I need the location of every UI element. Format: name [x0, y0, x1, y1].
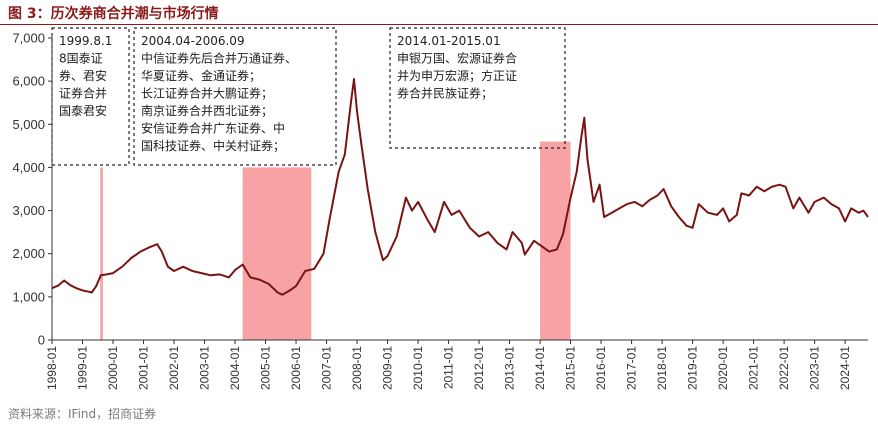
y-tick-label: 0	[38, 333, 45, 348]
title-rule	[0, 24, 878, 25]
y-tick-label: 1,000	[12, 289, 45, 304]
shaded-period-1	[100, 167, 103, 340]
series-line-1	[51, 78, 869, 296]
x-tick-label: 2014-01	[533, 346, 547, 390]
annotation-line: 券、君安	[59, 68, 107, 83]
annotation-line: 8国泰证	[59, 52, 103, 66]
x-tick-label: 2011-01	[442, 346, 456, 389]
x-tick-label: 2008-01	[350, 346, 364, 390]
x-tick-label: 2004-01	[228, 346, 242, 390]
annotation-line: 券合并民族证券；	[397, 86, 493, 101]
x-tick-label: 2000-01	[106, 346, 120, 390]
x-tick-label: 2016-01	[594, 346, 608, 390]
shaded-period-3	[540, 141, 571, 340]
shaded-periods	[100, 141, 571, 340]
x-tick-label: 2013-01	[503, 346, 517, 390]
annotation-line: 证券合并	[59, 86, 107, 101]
x-tick-label: 2005-01	[259, 346, 273, 390]
annotation-line: 国科技证券、中关村证券；	[141, 138, 285, 153]
x-tick-label: 2007-01	[320, 346, 334, 390]
x-tick-label: 2002-01	[167, 346, 181, 390]
source-note: 资料来源：IFind，招商证券	[8, 407, 157, 421]
y-tick-label: 2,000	[12, 246, 45, 261]
x-tick-label: 2001-01	[137, 346, 151, 390]
x-tick-label: 2006-01	[289, 346, 303, 390]
x-tick-label: 2010-01	[411, 346, 425, 390]
axes: 0 1,000 2,000 3,000 4,000 5,000 6,000 7,000 1998…	[12, 31, 868, 390]
annotation-line: 南京证券合并西北证券；	[141, 103, 273, 118]
y-tick-label: 6,000	[12, 74, 45, 89]
annotation-merger-wave-2004: 2004.04-2006.09 中信证券先后合并万通证券、华夏证券、金通证券； 长江…	[133, 27, 337, 166]
x-tick-label: 2009-01	[381, 346, 395, 390]
annotation-line: 安信证券合并广东证券、中	[141, 121, 285, 136]
x-tick-label: 2021-01	[747, 346, 761, 390]
x-tick-label: 2022-01	[777, 346, 791, 390]
annotation-line: 中信证券先后合并万通证券、	[141, 51, 297, 66]
x-tick-label: 2015-01	[564, 346, 578, 390]
x-tick-label: 1999-01	[76, 346, 90, 390]
y-tick-label: 7,000	[12, 31, 45, 46]
annotation-line: 华夏证券、金通证券；	[141, 68, 261, 83]
x-tick-label: 2003-01	[198, 346, 212, 390]
x-tick-label: 2020-01	[716, 346, 730, 390]
annotation-box	[389, 27, 566, 149]
shaded-period-2	[242, 167, 312, 340]
annotation-box	[133, 27, 337, 166]
y-tick-label: 3,000	[12, 203, 45, 218]
annotation-line: 2014.01-2015.01	[397, 34, 501, 48]
annotation-line: 国泰君安	[59, 103, 107, 118]
annotation-line: 1999.8.1	[59, 34, 112, 48]
y-tick-label: 4,000	[12, 160, 45, 175]
x-tick-label: 1998-01	[45, 346, 59, 390]
annotation-line: 2004.04-2006.09	[141, 34, 245, 48]
x-tick-label: 2024-01	[838, 346, 852, 390]
figure-title: 图 3：历次券商合并潮与市场行情	[8, 6, 219, 22]
annotation-line: 申银万国、宏源证券合	[397, 51, 517, 66]
annotation-box	[51, 27, 130, 166]
series-line-group	[51, 78, 869, 296]
annotation-line: 并为申万宏源；方正证	[397, 68, 517, 83]
annotation-merger-wave-2014: 2014.01-2015.01 申银万国、宏源证券合并为申万宏源；方正证券合并民族…	[389, 27, 566, 149]
x-tick-label: 2017-01	[625, 346, 639, 390]
x-tick-label: 2018-01	[655, 346, 669, 390]
y-tick-label: 5,000	[12, 117, 45, 132]
x-tick-label: 2019-01	[686, 346, 700, 390]
x-tick-label: 2012-01	[472, 346, 486, 390]
annotation-line: 长江证券合并大鹏证券；	[141, 86, 273, 101]
x-tick-label: 2023-01	[808, 346, 822, 390]
